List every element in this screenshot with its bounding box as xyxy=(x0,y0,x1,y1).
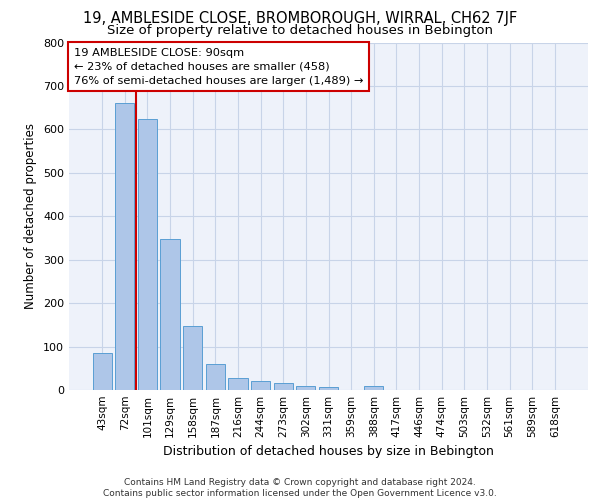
Text: 19, AMBLESIDE CLOSE, BROMBOROUGH, WIRRAL, CH62 7JF: 19, AMBLESIDE CLOSE, BROMBOROUGH, WIRRAL… xyxy=(83,11,517,26)
Y-axis label: Number of detached properties: Number of detached properties xyxy=(25,123,37,309)
Bar xyxy=(251,382,270,390)
Bar xyxy=(274,382,293,390)
Bar xyxy=(319,387,338,390)
Bar xyxy=(183,326,202,390)
Bar xyxy=(115,104,134,390)
Bar xyxy=(138,118,157,390)
Text: Contains HM Land Registry data © Crown copyright and database right 2024.
Contai: Contains HM Land Registry data © Crown c… xyxy=(103,478,497,498)
Text: Size of property relative to detached houses in Bebington: Size of property relative to detached ho… xyxy=(107,24,493,37)
Bar xyxy=(206,364,225,390)
X-axis label: Distribution of detached houses by size in Bebington: Distribution of detached houses by size … xyxy=(163,446,494,458)
Bar xyxy=(364,386,383,390)
Bar xyxy=(92,353,112,390)
Text: 19 AMBLESIDE CLOSE: 90sqm
← 23% of detached houses are smaller (458)
76% of semi: 19 AMBLESIDE CLOSE: 90sqm ← 23% of detac… xyxy=(74,48,364,86)
Bar xyxy=(296,386,316,390)
Bar xyxy=(229,378,248,390)
Bar xyxy=(160,240,180,390)
